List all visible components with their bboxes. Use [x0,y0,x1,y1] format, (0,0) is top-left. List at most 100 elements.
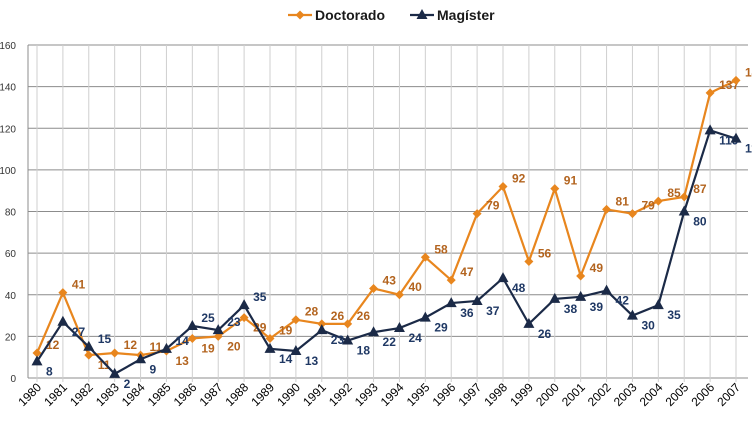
y-tick-label: 100 [0,166,16,177]
data-point-triangle [678,205,690,216]
data-label: 143 [745,65,752,79]
data-label: 13 [175,354,189,368]
data-label: 19 [201,341,215,355]
data-point-triangle [523,317,535,328]
data-point-triangle [342,334,354,345]
data-point-triangle [626,309,638,320]
data-point-diamond [472,209,482,219]
data-point-triangle [186,319,198,330]
data-label: 58 [434,242,448,256]
x-tick-label: 1983 [93,380,122,409]
data-label: 22 [383,335,397,349]
x-tick-label: 1996 [430,380,459,409]
y-tick-label: 140 [0,83,16,94]
data-label: 30 [641,319,655,333]
data-label: 48 [512,281,526,295]
data-point-diamond [369,284,379,294]
data-label: 15 [98,332,112,346]
x-tick-label: 1994 [378,380,407,409]
data-label: 42 [616,294,630,308]
x-tick-label: 1999 [507,380,536,409]
data-point-triangle [601,284,613,295]
x-tick-label: 1985 [145,380,174,409]
x-tick-label: 1987 [197,380,226,409]
x-tick-label: 2004 [637,380,666,409]
data-point-triangle [393,322,405,333]
data-point-diamond [731,75,741,85]
data-label: 12 [124,338,138,352]
data-label: 43 [383,274,397,288]
data-label: 20 [227,339,241,353]
data-point-diamond [550,184,560,194]
data-label: 39 [590,300,604,314]
data-point-diamond [317,319,327,329]
data-point-triangle [31,355,43,366]
x-tick-label: 2003 [611,380,640,409]
data-point-diamond [58,288,68,298]
x-tick-label: 1992 [326,380,355,409]
x-tick-label: 1995 [404,380,433,409]
data-point-diamond [32,348,42,358]
data-point-triangle [57,315,69,326]
data-label: 14 [175,334,189,348]
data-label: 79 [641,199,655,213]
data-point-diamond [679,192,689,202]
x-tick-label: 1997 [455,380,484,409]
y-tick-label: 160 [0,41,16,52]
data-label: 79 [486,199,500,213]
data-label: 49 [590,261,604,275]
y-tick-label: 20 [5,332,17,343]
data-point-diamond [576,271,586,281]
data-point-diamond [627,209,637,219]
data-label: 13 [305,354,319,368]
data-label: 8 [46,364,53,378]
data-label: 25 [201,311,215,325]
data-point-triangle [704,124,716,135]
data-point-diamond [394,290,404,300]
data-label: 80 [693,215,707,229]
data-point-triangle [160,342,172,353]
data-point-diamond [187,333,197,343]
data-point-triangle [238,299,250,310]
data-point-triangle [135,353,147,364]
data-point-diamond [602,204,612,214]
y-tick-label: 80 [5,208,17,219]
x-tick-label: 2002 [585,380,614,409]
data-label: 91 [564,174,578,188]
data-point-triangle [290,344,302,355]
data-label: 36 [460,306,474,320]
data-label: 23 [227,315,241,329]
data-label: 40 [408,280,422,294]
y-axis-ticks: 0 20 40 60 80 100 120 140 160 [0,41,16,385]
x-tick-label: 1986 [171,380,200,409]
data-label: 87 [693,182,707,196]
x-tick-label: 2000 [533,380,562,409]
data-label: 9 [150,362,157,376]
x-tick-label: 2005 [663,380,692,409]
data-label: 2 [124,377,131,391]
data-label: 29 [434,321,448,335]
data-label: 85 [667,186,681,200]
data-label: 23 [331,333,345,347]
legend-triangle-icon [416,9,428,19]
data-label: 35 [253,290,267,304]
data-label: 26 [357,309,371,323]
gridlines [27,44,748,382]
data-point-triangle [316,324,328,335]
legend-label: Magíster [437,7,495,23]
y-tick-label: 40 [5,291,17,302]
x-tick-label: 1998 [481,380,510,409]
data-point-triangle [471,294,483,305]
data-label: 24 [408,331,422,345]
x-tick-label: 1990 [274,380,303,409]
data-label: 41 [72,278,86,292]
x-tick-label: 1980 [15,380,44,409]
data-point-triangle [730,132,742,143]
data-point-triangle [445,297,457,308]
x-tick-label: 2006 [688,380,717,409]
legend: Doctorado Magíster [288,7,495,23]
legend-label: Doctorado [315,7,385,23]
data-label: 18 [357,344,371,358]
